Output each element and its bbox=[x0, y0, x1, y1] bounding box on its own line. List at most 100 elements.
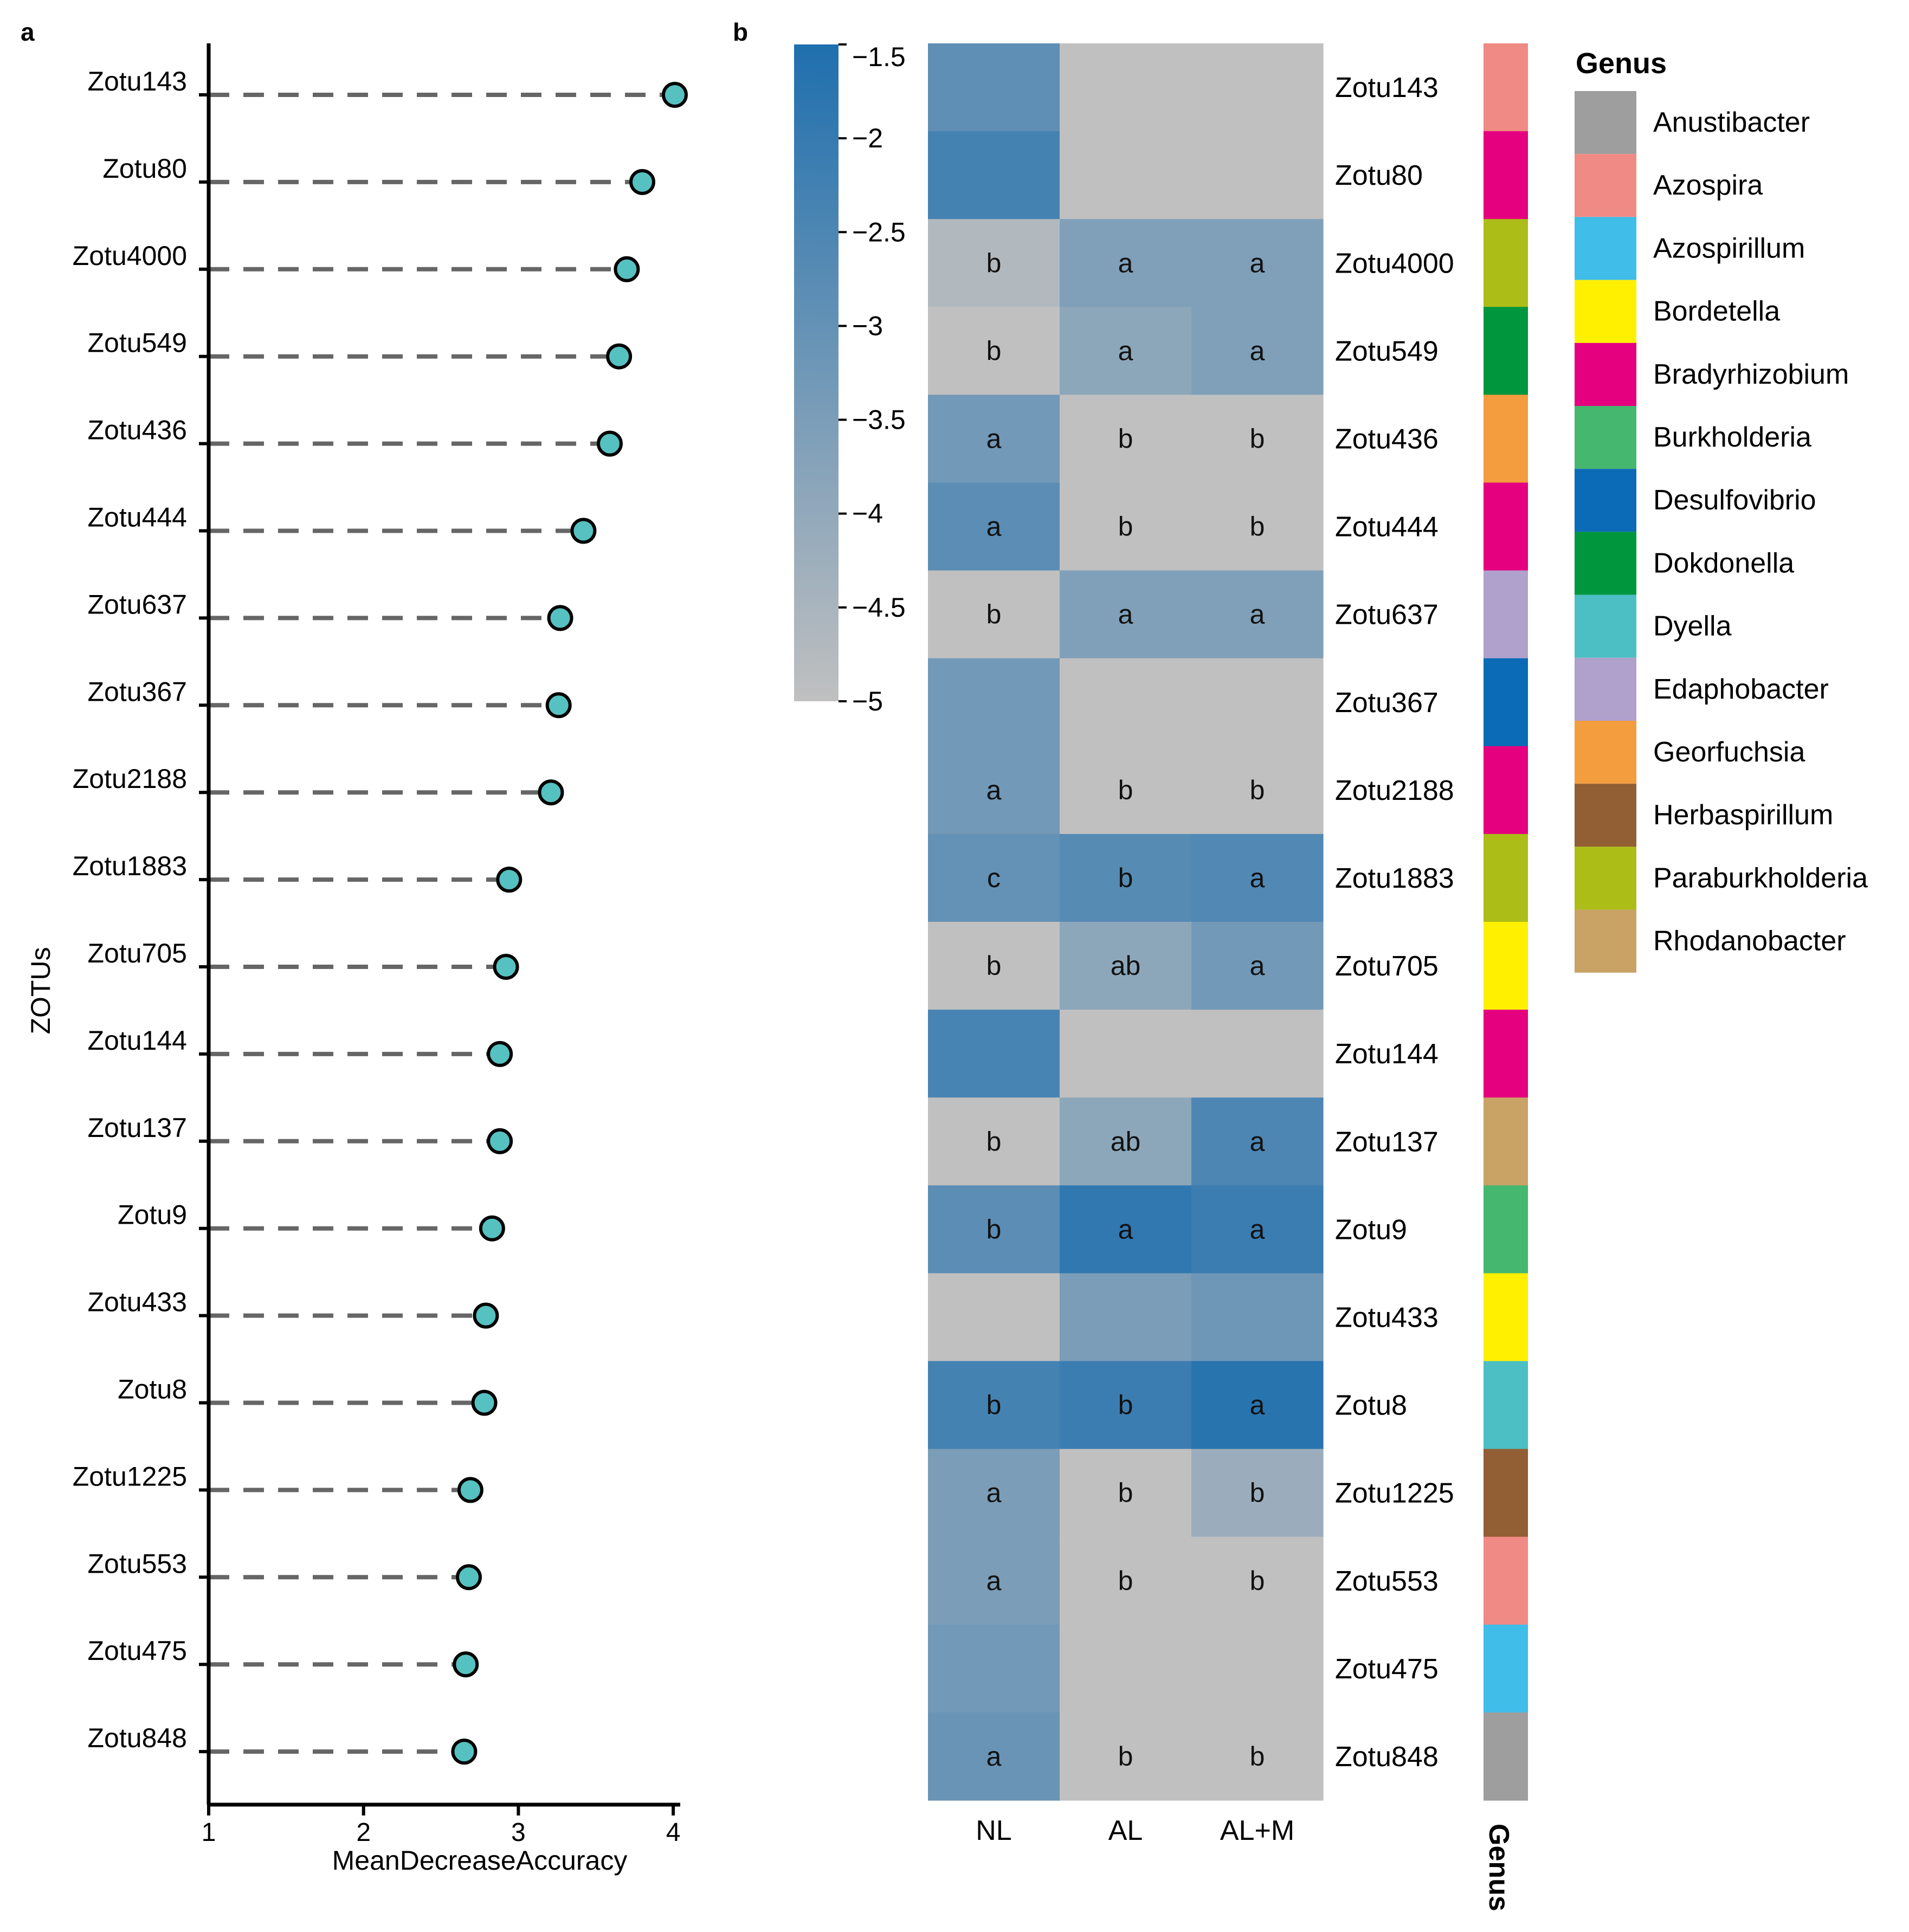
lollipop-point-Zotu4000 bbox=[614, 256, 640, 282]
legend-items: Anustibacter Azospira Azospirillum Bordetel… bbox=[1575, 91, 1868, 973]
heatmap-cell-Zotu367-AL bbox=[1060, 658, 1192, 747]
genus-bar-cell-Zotu4000 bbox=[1484, 219, 1528, 307]
heatmap-row-label-Zotu80: Zotu80 bbox=[1335, 160, 1423, 191]
lollipop-points bbox=[451, 82, 688, 1765]
legend-label-Desulfovibrio: Desulfovibrio bbox=[1653, 484, 1816, 516]
significance-letter-Zotu137-NL: b bbox=[986, 1126, 1002, 1156]
heatmap-cell-Zotu143-AL bbox=[1060, 43, 1192, 132]
heatmap-cell-Zotu2188-AL+M bbox=[1191, 746, 1324, 835]
genus-annotation-bar bbox=[1484, 43, 1528, 1801]
heatmap-cell-Zotu1883-AL+M bbox=[1191, 833, 1324, 922]
lollipop-point-Zotu367 bbox=[545, 692, 572, 719]
genus-bar-cell-Zotu848 bbox=[1484, 1712, 1528, 1801]
genus-bar-cell-Zotu444 bbox=[1484, 482, 1528, 571]
legend-label-Herbaspirillum: Herbaspirillum bbox=[1653, 799, 1833, 831]
heatmap-cell-Zotu8-NL bbox=[928, 1361, 1060, 1450]
heatmap-row-label-Zotu848: Zotu848 bbox=[1335, 1741, 1439, 1773]
genus-bar-cell-Zotu1225 bbox=[1484, 1449, 1528, 1537]
heatmap-cell-Zotu367-AL+M bbox=[1191, 658, 1324, 747]
genus-bar-cell-Zotu475 bbox=[1484, 1624, 1528, 1713]
significance-letter-Zotu1225-AL+M: b bbox=[1250, 1478, 1265, 1508]
heatmap-row-labels: Zotu143 Zotu80 Zotu4000 Zotu549 Zotu436 Zotu4… bbox=[1335, 72, 1454, 1773]
heatmap-cell-Zotu436-AL+M bbox=[1191, 395, 1324, 483]
significance-letter-Zotu444-AL+M: b bbox=[1250, 512, 1265, 542]
significance-letter-Zotu549-AL: a bbox=[1118, 335, 1133, 366]
genus-bar-cell-Zotu137 bbox=[1484, 1097, 1528, 1186]
colorbar-tick-label-2: −2.5 bbox=[852, 217, 906, 247]
legend-label-Burkholderia: Burkholderia bbox=[1653, 422, 1811, 453]
heatmap-row-label-Zotu433: Zotu433 bbox=[1335, 1302, 1439, 1333]
significance-letter-Zotu637-NL: b bbox=[986, 599, 1002, 630]
x-tick-label-3: 3 bbox=[511, 1818, 526, 1847]
lollipop-point-Zotu9 bbox=[479, 1215, 505, 1242]
colorbar-tick-label-1: −2 bbox=[852, 123, 883, 153]
y-tick-label-Zotu8: Zotu8 bbox=[118, 1374, 187, 1405]
heatmap-cell-Zotu137-AL+M bbox=[1191, 1097, 1324, 1186]
y-tick-label-Zotu436: Zotu436 bbox=[88, 415, 187, 445]
heatmap-cell-Zotu143-NL bbox=[928, 43, 1060, 132]
heatmap-row-label-Zotu637: Zotu637 bbox=[1335, 599, 1439, 631]
significance-letter-Zotu1225-NL: a bbox=[986, 1478, 1002, 1508]
significance-letter-Zotu705-AL: ab bbox=[1111, 951, 1141, 981]
y-tick-label-Zotu137: Zotu137 bbox=[88, 1113, 187, 1143]
y-tick-label-Zotu549: Zotu549 bbox=[88, 328, 187, 358]
heatmap-cell-Zotu4000-AL bbox=[1060, 219, 1192, 307]
heatmap-cell-Zotu1225-NL bbox=[928, 1449, 1060, 1537]
colorbar-tick-label-4: −3.5 bbox=[852, 405, 906, 435]
significance-letter-Zotu1883-AL+M: a bbox=[1250, 863, 1265, 893]
y-tick-label-Zotu9: Zotu9 bbox=[118, 1200, 187, 1230]
lollipop-point-Zotu637 bbox=[547, 605, 573, 631]
significance-letter-Zotu9-AL+M: a bbox=[1250, 1214, 1265, 1244]
legend-label-Bordetella: Bordetella bbox=[1653, 296, 1780, 327]
heatmap-cell-Zotu549-NL bbox=[928, 307, 1060, 395]
heatmap-chart: −1.5−2−2.5−3−3.5−4−4.5−5 b a ab a aa b ba b bb a a… bbox=[794, 42, 1868, 1911]
significance-letter-Zotu137-AL+M: a bbox=[1250, 1126, 1265, 1156]
y-tick-label-Zotu444: Zotu444 bbox=[88, 502, 187, 533]
heatmap-cell-Zotu705-NL bbox=[928, 922, 1060, 1010]
x-tick-label-4: 4 bbox=[666, 1818, 681, 1847]
genus-bar-cell-Zotu705 bbox=[1484, 922, 1528, 1010]
y-tick-label-Zotu433: Zotu433 bbox=[88, 1287, 187, 1317]
colorbar-tick-label-7: −5 bbox=[852, 686, 883, 716]
lollipop-stems bbox=[209, 93, 662, 1754]
heatmap-row-label-Zotu705: Zotu705 bbox=[1335, 951, 1439, 982]
heatmap-cell-Zotu436-NL bbox=[928, 395, 1060, 483]
heatmap-cell-Zotu9-AL bbox=[1060, 1185, 1192, 1274]
heatmap-cell-Zotu549-AL bbox=[1060, 307, 1192, 395]
significance-letters: b a ab a aa b ba b bb a aa b bc b ab ab ab ab ab a ab b aa b ba b… bbox=[986, 248, 1265, 1772]
x-axis-label: MeanDecreaseAccuracy bbox=[332, 1845, 628, 1876]
heatmap-cell-Zotu8-AL+M bbox=[1191, 1361, 1324, 1450]
genus-bar-cell-Zotu2188 bbox=[1484, 746, 1528, 835]
significance-letter-Zotu9-AL: a bbox=[1118, 1214, 1133, 1244]
heatmap-cell-Zotu705-AL+M bbox=[1191, 922, 1324, 1010]
heatmap-cell-Zotu433-AL+M bbox=[1191, 1273, 1324, 1362]
heatmap-cell-Zotu444-AL bbox=[1060, 482, 1192, 571]
y-tick-label-Zotu2188: Zotu2188 bbox=[73, 764, 187, 794]
lollipop-point-Zotu475 bbox=[453, 1651, 479, 1678]
heatmap-cell-Zotu637-AL bbox=[1060, 570, 1192, 659]
heatmap-cell-Zotu848-AL bbox=[1060, 1712, 1192, 1801]
significance-letter-Zotu1883-NL: c bbox=[987, 863, 1001, 893]
y-tick-label-Zotu367: Zotu367 bbox=[88, 676, 187, 707]
lollipop-point-Zotu137 bbox=[487, 1128, 513, 1154]
significance-letter-Zotu549-AL+M: a bbox=[1250, 335, 1265, 366]
significance-letter-Zotu705-AL+M: a bbox=[1250, 951, 1265, 981]
heatmap-cell-Zotu848-NL bbox=[928, 1712, 1060, 1801]
genus-bar-cell-Zotu9 bbox=[1484, 1185, 1528, 1274]
genus-bar-cell-Zotu553 bbox=[1484, 1536, 1528, 1625]
y-tick-label-Zotu143: Zotu143 bbox=[88, 66, 187, 96]
heatmap-cell-Zotu436-AL bbox=[1060, 395, 1192, 483]
heatmap-cell-Zotu80-AL+M bbox=[1191, 131, 1324, 219]
heatmap-row-label-Zotu1883: Zotu1883 bbox=[1335, 863, 1454, 894]
heatmap-cell-Zotu433-AL bbox=[1060, 1273, 1192, 1362]
legend-swatch-Desulfovibrio bbox=[1575, 469, 1636, 532]
significance-letter-Zotu848-AL+M: b bbox=[1250, 1741, 1265, 1772]
lollipop-point-Zotu8 bbox=[471, 1390, 498, 1416]
legend-label-Bradyrhizobium: Bradyrhizobium bbox=[1653, 359, 1849, 390]
lollipop-point-Zotu144 bbox=[487, 1041, 513, 1067]
legend-label-Paraburkholderia: Paraburkholderia bbox=[1653, 862, 1868, 894]
heatmap-cell-Zotu80-AL bbox=[1060, 131, 1192, 219]
lollipop-point-Zotu143 bbox=[661, 82, 688, 108]
heatmap-column-label-AL+M: AL+M bbox=[1220, 1815, 1294, 1846]
